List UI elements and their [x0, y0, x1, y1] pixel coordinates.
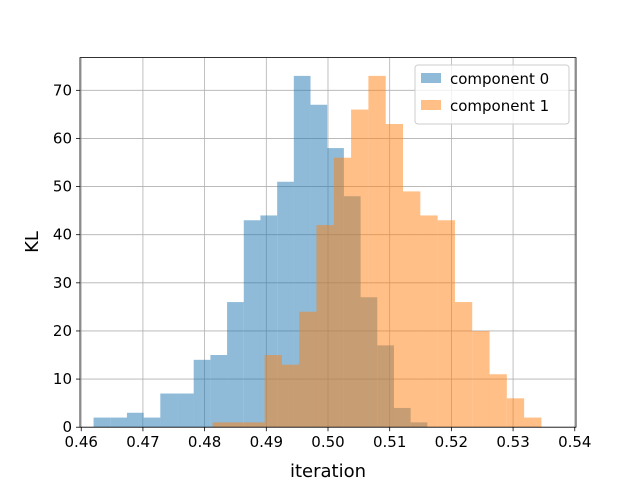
bar-series-1-bin-9	[368, 75, 386, 428]
bar-series-1-bin-8	[351, 109, 369, 428]
x-tick-label-7: 0.53	[496, 433, 529, 451]
bar-series-1-bin-12	[420, 215, 438, 428]
bar-series-1-bin-16	[489, 374, 507, 428]
bar-series-0-bin-2	[126, 412, 144, 428]
bar-series-1-bin-5	[299, 311, 317, 428]
x-axis-ticks: 0.46 0.47 0.48 0.49 0.50 0.51 0.52 0.53 0.54	[65, 427, 591, 451]
y-tick-label-4: 40	[53, 226, 72, 244]
bar-series-0-bin-4	[160, 393, 178, 428]
y-tick-label-1: 10	[53, 370, 72, 388]
bar-series-0-bin-9	[243, 220, 261, 428]
y-tick-label-6: 60	[53, 129, 72, 147]
bar-series-0-bin-1	[110, 417, 127, 428]
bar-series-0-bin-6	[193, 359, 211, 428]
bar-series-0-bin-3	[143, 417, 161, 428]
bar-series-1-bin-15	[472, 330, 490, 428]
bar-series-0-bin-7	[210, 355, 228, 428]
histogram-bars	[93, 75, 542, 428]
bar-series-0-bin-0	[93, 417, 111, 428]
y-tick-label-0: 0	[62, 418, 72, 436]
y-tick-label-3: 30	[53, 274, 72, 292]
bar-series-1-bin-10	[385, 124, 403, 428]
legend-label-component-0: component 0	[450, 70, 549, 88]
bar-series-0-bin-8	[227, 302, 244, 428]
bar-series-0-bin-5	[177, 393, 194, 428]
bar-series-1-bin-11	[403, 191, 421, 428]
y-axis-label: KL	[22, 231, 43, 253]
legend-swatch-component-0	[421, 73, 441, 83]
bar-series-1-bin-3	[264, 355, 282, 428]
x-tick-label-6: 0.52	[435, 433, 468, 451]
bar-series-1-bin-2	[247, 422, 265, 428]
bar-series-1-bin-1	[229, 422, 248, 428]
y-tick-label-5: 50	[53, 178, 72, 196]
bar-series-1-bin-4	[281, 364, 300, 428]
legend-swatch-component-1	[421, 100, 441, 110]
bar-series-1-bin-0	[212, 422, 230, 428]
bar-series-1-bin-13	[437, 220, 455, 428]
y-tick-label-2: 20	[53, 322, 72, 340]
x-tick-label-1: 0.47	[126, 433, 159, 451]
y-tick-label-7: 70	[53, 81, 72, 99]
x-tick-label-5: 0.51	[373, 433, 406, 451]
x-tick-label-8: 0.54	[558, 433, 591, 451]
x-tick-label-3: 0.49	[250, 433, 283, 451]
bar-series-1-bin-6	[316, 225, 334, 428]
y-axis-ticks: 0 10 20 30 40 50 60 70	[53, 81, 80, 436]
x-tick-label-4: 0.50	[311, 433, 344, 451]
x-tick-label-0: 0.46	[65, 433, 98, 451]
x-tick-label-2: 0.48	[188, 433, 221, 451]
legend-frame	[414, 64, 570, 125]
bar-series-1-bin-7	[333, 157, 352, 428]
legend: component 0 component 1	[414, 64, 570, 125]
bar-series-1-bin-17	[506, 398, 525, 428]
bar-series-1-bin-14	[454, 302, 473, 428]
bar-series-1-bin-18	[524, 417, 542, 428]
legend-label-component-1: component 1	[450, 97, 549, 115]
x-axis-label: iteration	[290, 461, 366, 480]
